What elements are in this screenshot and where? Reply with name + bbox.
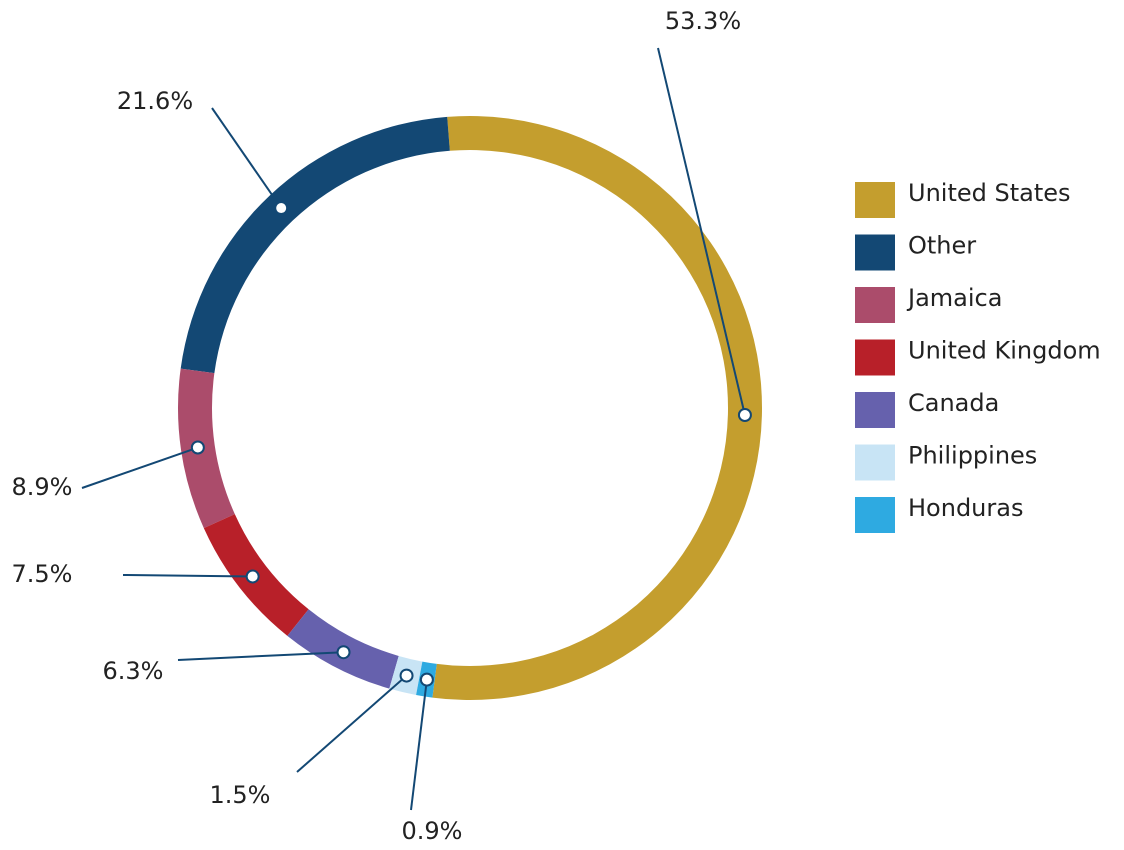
legend-label: Other xyxy=(908,232,976,260)
legend-swatch xyxy=(855,497,895,533)
donut-segment xyxy=(432,116,762,701)
legend-swatch xyxy=(855,444,895,481)
callout-dot xyxy=(399,668,414,683)
data-label: 7.5% xyxy=(12,560,73,588)
legend-label: United Kingdom xyxy=(908,337,1101,365)
data-label: 1.5% xyxy=(210,781,271,809)
data-label: 0.9% xyxy=(402,817,463,845)
callout-line xyxy=(410,679,428,811)
donut-segment xyxy=(178,368,235,529)
legend-label: Jamaica xyxy=(906,284,1002,312)
callout-line xyxy=(177,651,344,661)
callout-line xyxy=(211,107,283,209)
legend-swatch xyxy=(855,392,895,428)
callout-line xyxy=(296,674,408,773)
legend-label: Honduras xyxy=(908,494,1023,522)
callout-dot xyxy=(737,408,752,423)
legend-swatch xyxy=(855,182,895,218)
data-label: 6.3% xyxy=(103,657,164,685)
legend-label: United States xyxy=(908,179,1071,207)
data-label: 53.3% xyxy=(665,7,741,35)
callout-line xyxy=(657,47,746,416)
callout-line xyxy=(81,446,199,489)
callout-dot xyxy=(190,440,205,455)
data-label: 21.6% xyxy=(117,87,193,115)
callout-line xyxy=(122,574,253,578)
callout-dot xyxy=(245,569,260,584)
legend-label: Canada xyxy=(908,389,999,417)
callout-dot xyxy=(336,645,351,660)
callout-dot xyxy=(274,201,289,216)
legend-swatch xyxy=(855,234,895,271)
legend-swatch xyxy=(855,339,895,376)
legend-label: Philippines xyxy=(908,442,1037,470)
data-label: 8.9% xyxy=(12,473,73,501)
legend-swatch xyxy=(855,287,895,323)
donut-segment xyxy=(180,116,450,374)
callout-dot xyxy=(419,672,434,687)
